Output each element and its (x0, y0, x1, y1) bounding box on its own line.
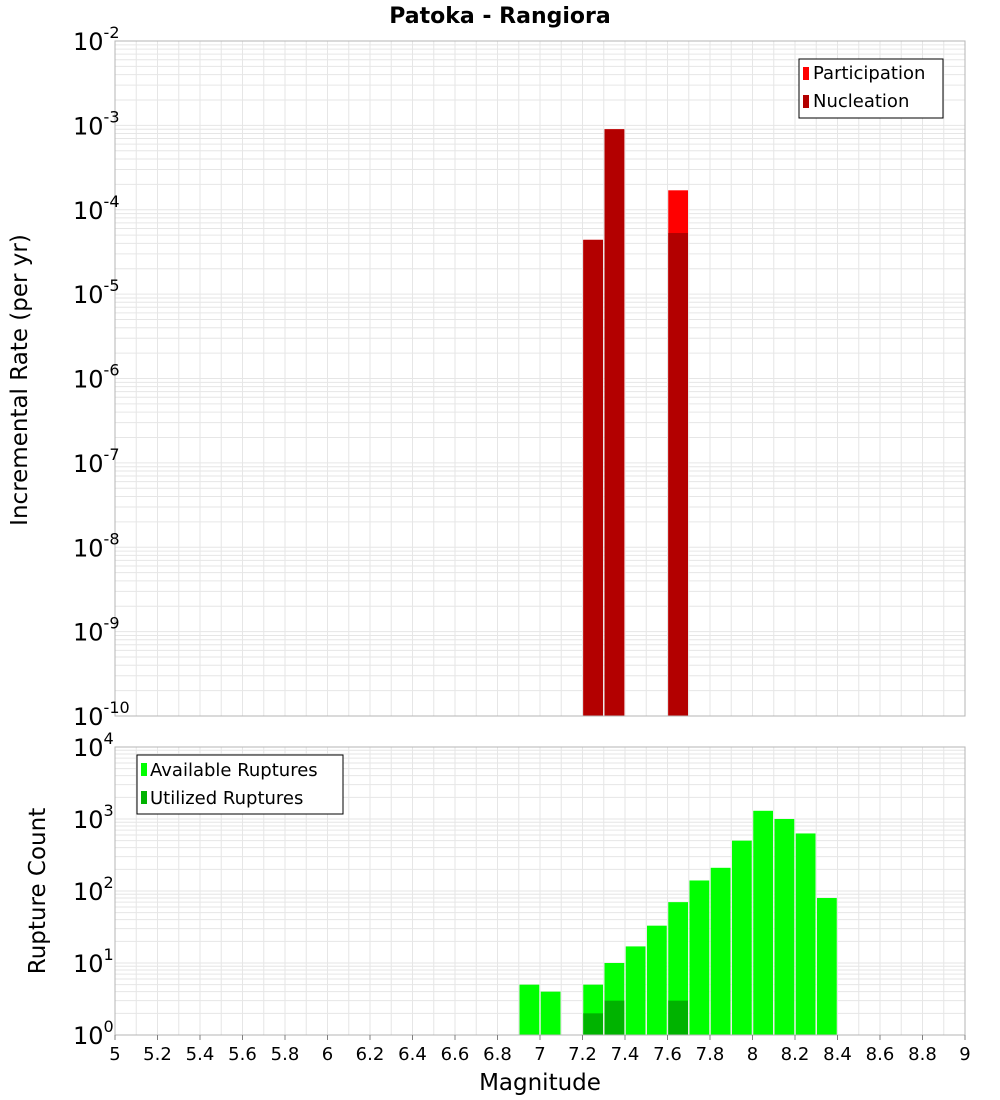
legend-label-utilized: Utilized Ruptures (150, 788, 303, 809)
rate-grid (114, 41, 966, 717)
count-bar-s1 (774, 819, 795, 1035)
x-tick-label: 6.8 (483, 1044, 512, 1065)
legend-label-nucleation: Nucleation (813, 91, 909, 112)
rate-y-tick-label: 10-2 (73, 23, 120, 56)
rate-y-tick-label: 10-3 (73, 107, 120, 140)
x-tick-label: 7.8 (696, 1044, 725, 1065)
count-bars (519, 810, 837, 1035)
x-tick-label: 7.4 (611, 1044, 640, 1065)
count-y-tick-label: 100 (73, 1017, 114, 1050)
legend-swatch-nucleation (803, 95, 809, 108)
x-ticks: 5 5.2 5.4 5.6 5.8 6 6.2 6.4 6.6 6.8 7 7.2 7.4 7.6 7.8 8… (109, 1035, 971, 1065)
x-tick-label: 7.6 (653, 1044, 682, 1065)
rate-y-tick-label: 10-9 (73, 614, 120, 647)
count-bar-s1 (540, 991, 561, 1035)
rate-y-tick-label: 10-5 (73, 276, 120, 309)
rate-bars (583, 129, 689, 717)
rate-y-ticks: 10-10 10-9 10-8 10-7 10-6 10-5 10-4 10-3 10-2 (73, 23, 130, 731)
rate-y-axis-label: Incremental Rate (per yr) (7, 234, 33, 526)
rate-y-tick-label: 10-10 (73, 698, 130, 731)
x-tick-label: 6.2 (356, 1044, 385, 1065)
count-bar-s2 (668, 1000, 689, 1035)
count-bar-s2 (583, 1013, 604, 1035)
rate-plot-frame (114, 40, 966, 717)
x-tick-label: 5.6 (228, 1044, 257, 1065)
count-y-ticks: 100 101 102 103 104 (73, 729, 114, 1050)
x-tick-label: 8.4 (823, 1044, 852, 1065)
count-bar-s1 (710, 867, 731, 1035)
rate-y-tick-label: 10-4 (73, 192, 120, 225)
count-bar-s1 (731, 840, 752, 1035)
rate-legend-box (798, 58, 944, 119)
count-bar-s1 (625, 946, 646, 1035)
x-axis-label: Magnitude (479, 1070, 601, 1096)
count-bar-s1 (689, 880, 710, 1035)
count-y-tick-label: 102 (73, 873, 114, 906)
x-tick-label: 5.8 (271, 1044, 300, 1065)
rate-y-tick-label: 10-8 (73, 529, 120, 562)
x-tick-label: 6.4 (398, 1044, 427, 1065)
chart-title: Patoka - Rangiora (389, 4, 610, 29)
count-bar-s1 (795, 833, 816, 1035)
rate-bar-s2 (604, 129, 625, 717)
count-y-tick-label: 101 (73, 945, 114, 978)
rate-bar-s2 (583, 239, 604, 716)
count-bar-s1 (816, 897, 837, 1035)
count-legend-box (136, 754, 344, 815)
legend-swatch-utilized (141, 791, 147, 804)
x-tick-label: 5.2 (143, 1044, 172, 1065)
x-tick-label: 5.4 (186, 1044, 215, 1065)
x-tick-label: 8.2 (781, 1044, 810, 1065)
count-bar-s2 (604, 1000, 625, 1035)
x-tick-label: 8.8 (908, 1044, 937, 1065)
count-y-tick-label: 104 (73, 729, 114, 762)
count-bar-s1 (519, 984, 540, 1035)
count-bar-s1 (646, 925, 667, 1035)
legend-label-available: Available Ruptures (150, 760, 318, 781)
x-tick-label: 6 (322, 1044, 333, 1065)
count-y-axis-label: Rupture Count (25, 808, 51, 974)
legend-swatch-available (141, 763, 147, 776)
x-tick-label: 9 (959, 1044, 970, 1065)
legend-label-participation: Participation (813, 63, 925, 84)
rate-bar-s2 (668, 233, 689, 716)
count-panel: 100 101 102 103 104 5 5.2 5.4 5.6 5.8 6 6.2 6.4 6.6 6… (25, 729, 971, 1096)
legend-swatch-participation (803, 67, 809, 80)
rate-panel: 10-10 10-9 10-8 10-7 10-6 10-5 10-4 10-3 10-2 In… (7, 23, 966, 731)
rate-y-tick-label: 10-6 (73, 361, 120, 394)
x-tick-label: 6.6 (441, 1044, 470, 1065)
x-tick-label: 8 (747, 1044, 758, 1065)
rate-legend: Participation Nucleation (798, 58, 944, 119)
rate-y-tick-label: 10-7 (73, 445, 120, 478)
count-bar-s1 (753, 810, 774, 1035)
x-tick-label: 8.6 (866, 1044, 895, 1065)
x-tick-label: 7.2 (568, 1044, 597, 1065)
x-tick-label: 5 (109, 1044, 120, 1065)
count-y-tick-label: 103 (73, 801, 114, 834)
count-legend: Available Ruptures Utilized Ruptures (136, 754, 344, 815)
x-tick-label: 7 (534, 1044, 545, 1065)
